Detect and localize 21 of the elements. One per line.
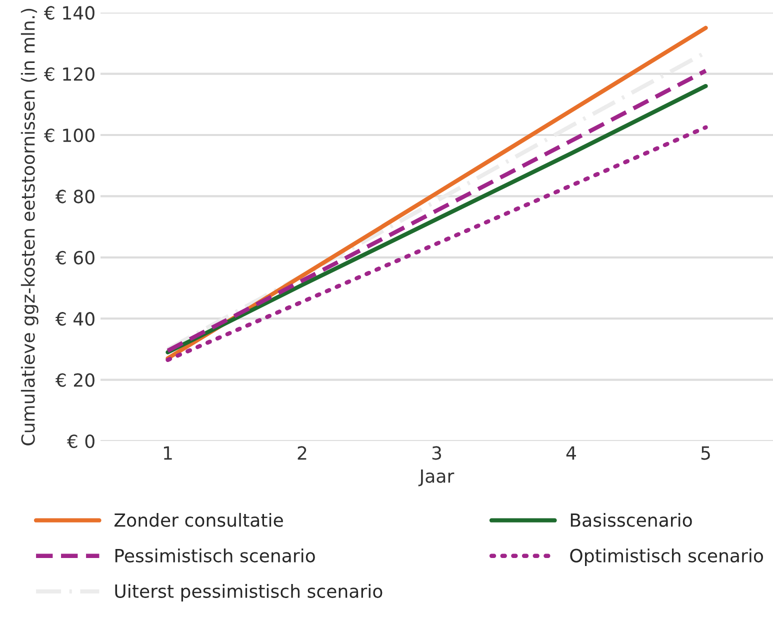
y-tick-label: € 140: [44, 6, 94, 20]
y-tick-label: € 0: [66, 434, 94, 448]
y-tick-label: € 40: [55, 312, 94, 326]
legend-label: Pessimistisch scenario: [115, 548, 315, 562]
y-tick-label: € 20: [55, 373, 94, 387]
legend-label: Zonder consultatie: [114, 512, 283, 527]
legend-label: Optimistisch scenario: [570, 548, 764, 566]
x-tick-label: 5: [701, 446, 710, 460]
y-tick-label: € 80: [55, 190, 94, 204]
y-axis-title: Cumulatieve ggz-kosten eetstoornissen (in mln.): [20, 8, 38, 446]
line-series: [166, 125, 708, 362]
y-tick-label: € 60: [55, 250, 94, 265]
x-axis-title: Jaar: [418, 469, 454, 486]
x-tick-label: 2: [298, 446, 306, 460]
y-tick-label: € 100: [44, 128, 94, 142]
legend-label: Basisscenario: [570, 512, 692, 527]
legend-label: Uiterst pessimistisch scenario: [115, 584, 382, 602]
x-tick-label: 3: [432, 446, 442, 460]
x-tick-label: 1: [164, 446, 172, 460]
y-tick-label: € 120: [44, 67, 94, 81]
x-tick-label: 4: [566, 446, 576, 460]
